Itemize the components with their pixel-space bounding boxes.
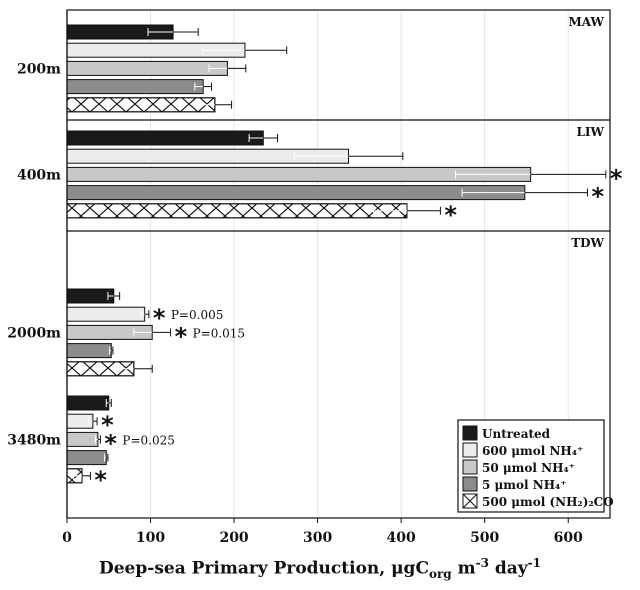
bar-2000m-1-star: *: [153, 304, 166, 332]
x-tick-label-6: 600: [554, 530, 583, 546]
bar-400m-3: [67, 186, 525, 200]
bars: [67, 25, 606, 483]
bar-2000m-2-pvalue: P=0.015: [193, 326, 245, 340]
bar-400m-4-hatch: [67, 204, 407, 218]
legend-label-3: 5 μmol NH₄⁺: [482, 478, 567, 492]
bar-2000m-1-pvalue: P=0.005: [171, 308, 223, 322]
legend-label-4: 500 μmol (NH₂)₂CO: [482, 495, 614, 509]
x-tick-label-2: 200: [219, 530, 248, 546]
bar-3480m-3: [67, 451, 106, 465]
panel-label-TDW: TDW: [571, 236, 604, 250]
x-tick-label-0: 0: [62, 530, 72, 546]
bar-400m-4-star: *: [444, 201, 457, 229]
bar-3480m-2-pvalue: P=0.025: [122, 433, 174, 447]
depth-label-2000m: 2000m: [7, 325, 61, 341]
bar-2000m-2-star: *: [175, 322, 188, 350]
bar-400m-3-star: *: [591, 183, 604, 211]
panel-label-LIW: LIW: [576, 125, 604, 139]
bar-200m-3: [67, 80, 203, 94]
legend-swatch-3: [463, 477, 477, 491]
x-tick-label-3: 300: [303, 530, 332, 546]
x-axis-label: Deep-sea Primary Production, μgCorg m-3 …: [0, 556, 640, 581]
depth-label-3480m: 3480m: [7, 432, 61, 448]
bar-3480m-2-star: *: [104, 429, 117, 457]
legend-swatch-2: [463, 460, 477, 474]
bar-200m-2: [67, 61, 227, 75]
x-tick-label-4: 400: [387, 530, 416, 546]
legend-label-0: Untreated: [482, 427, 551, 441]
x-tick-label-5: 500: [470, 530, 499, 546]
legend-swatch-1: [463, 443, 477, 457]
x-tick-label-1: 100: [136, 530, 165, 546]
depth-label-200m: 200m: [17, 61, 61, 77]
bar-400m-0: [67, 131, 263, 145]
bar-400m-2-star: *: [610, 164, 623, 192]
bar-200m-4-hatch: [67, 98, 215, 112]
panel-label-MAW: MAW: [569, 15, 605, 29]
bar-2000m-1: [67, 307, 145, 321]
legend-swatch-0: [463, 426, 477, 440]
bar-2000m-3: [67, 344, 111, 358]
depth-label-400m: 400m: [17, 167, 61, 183]
legend-label-1: 600 μmol NH₄⁺: [482, 444, 583, 458]
legend-label-2: 50 μmol NH₄⁺: [482, 461, 575, 475]
bar-3480m-0: [67, 396, 109, 410]
bar-3480m-2: [67, 432, 98, 446]
legend: Untreated 600 μmol NH₄⁺ 50 μmol NH₄⁺ 5 μmol…: [458, 420, 614, 512]
bar-2000m-0: [67, 289, 114, 303]
bar-3480m-4-star: *: [94, 466, 107, 494]
